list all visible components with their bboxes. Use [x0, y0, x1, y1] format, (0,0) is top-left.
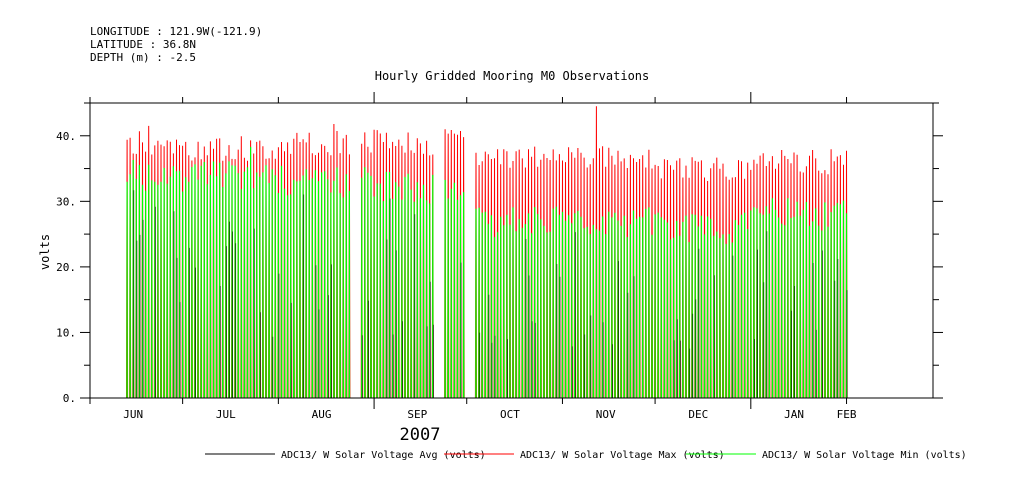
legend-entry: ADC13/ W Solar Voltage Min (volts)	[686, 450, 967, 461]
x-tick-label: JUN	[123, 408, 143, 421]
axes: 0. 10. 20. 30. 40. JUN JUL AUG SEP OCT NOV DEC JAN FE…	[56, 92, 943, 421]
x-tick-label: OCT	[500, 408, 520, 421]
x-tick-label: FEB	[837, 408, 857, 421]
legend-label: ADC13/ W Solar Voltage Avg (volts)	[281, 450, 486, 461]
longitude-label: LONGITUDE : 121.9W(-121.9)	[90, 25, 263, 38]
latitude-label: LATITUDE : 36.8N	[90, 38, 196, 51]
x-tick-label: DEC	[688, 408, 708, 421]
x-tick-label: JUL	[216, 408, 236, 421]
series-max	[126, 106, 848, 399]
y-tick-label: 10.	[56, 326, 76, 339]
y-tick-label: 40.	[56, 130, 76, 143]
x-tick-label: SEP	[407, 408, 427, 421]
y-axis-label: volts	[38, 234, 52, 270]
series-min-line	[126, 146, 848, 399]
depth-label: DEPTH (m) : -2.5	[90, 51, 196, 64]
chart-title: Hourly Gridded Mooring M0 Observations	[375, 69, 650, 83]
legend: ADC13/ W Solar Voltage Avg (volts) ADC13/…	[205, 450, 967, 461]
x-axis-year-label: 2007	[400, 425, 441, 445]
legend-entry: ADC13/ W Solar Voltage Max (volts)	[444, 450, 725, 461]
y-tick-label: 30.	[56, 195, 76, 208]
series-avg	[133, 190, 848, 398]
series-max-line	[126, 106, 848, 399]
x-tick-label: JAN	[784, 408, 804, 421]
plot-frame	[89, 102, 934, 399]
legend-entry: ADC13/ W Solar Voltage Avg (volts)	[205, 450, 486, 461]
y-tick-label: 20.	[56, 261, 76, 274]
x-tick-label: AUG	[312, 408, 332, 421]
x-tick-label: NOV	[596, 408, 616, 421]
legend-label: ADC13/ W Solar Voltage Max (volts)	[520, 450, 725, 461]
plot-series	[126, 106, 848, 399]
series-avg-line	[133, 190, 848, 398]
series-min	[126, 146, 848, 399]
legend-label: ADC13/ W Solar Voltage Min (volts)	[762, 450, 967, 461]
y-tick-label: 0.	[63, 392, 76, 405]
